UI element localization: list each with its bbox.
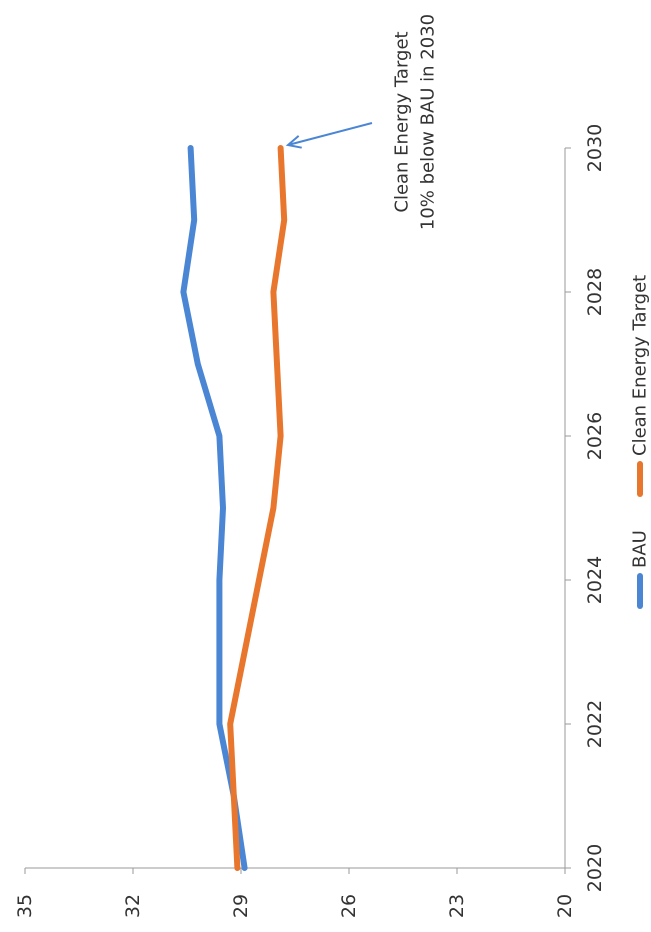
value-tick-label: 26	[338, 894, 360, 918]
value-tick-label: 35	[14, 894, 36, 918]
annotation-arrow-head	[285, 135, 302, 149]
year-tick-label: 2028	[584, 268, 606, 316]
value-tick-label: 29	[230, 894, 252, 918]
year-tick-label: 2022	[584, 700, 606, 748]
value-tick-label: 20	[554, 894, 576, 918]
legend-label-bau: BAU	[630, 530, 651, 568]
value-tick-label: 23	[446, 894, 468, 918]
year-tick-label: 2020	[584, 844, 606, 892]
year-tick-label: 2030	[584, 124, 606, 172]
year-tick-label: 2026	[584, 412, 606, 460]
annotation-line: Clean Energy Target	[392, 31, 413, 212]
series-line-bau	[180, 145, 248, 871]
annotation-line: 10% below BAU in 2030	[418, 14, 439, 230]
annotation-arrow-line	[287, 122, 373, 146]
year-tick-label: 2024	[584, 556, 606, 604]
legend-label-clean-energy-target: Clean Energy Target	[630, 275, 651, 456]
value-tick-label: 32	[122, 894, 144, 918]
series-line-clean-energy-target	[227, 145, 288, 871]
